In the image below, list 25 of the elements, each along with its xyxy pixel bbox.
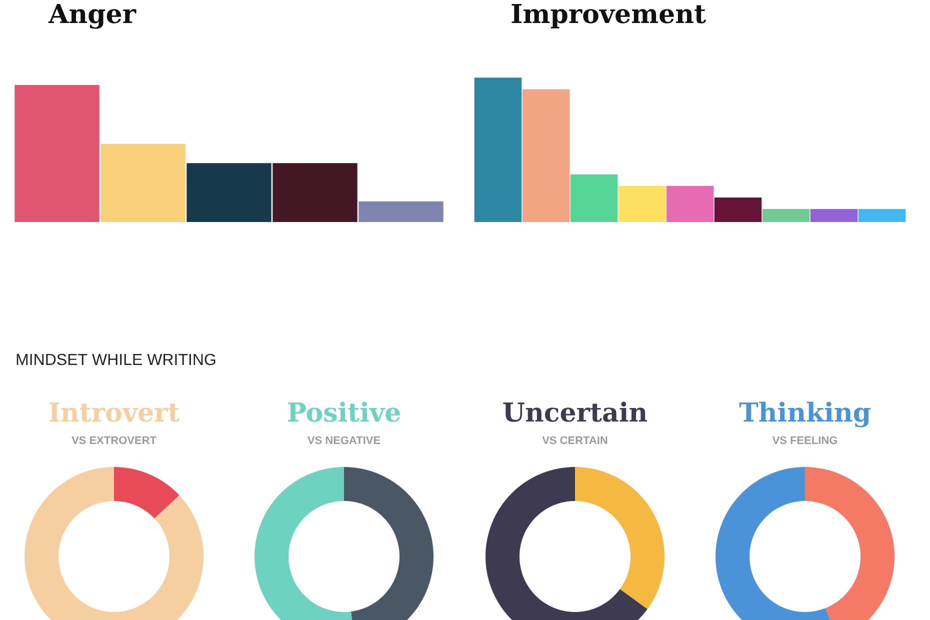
bar <box>522 89 570 222</box>
bar <box>358 201 444 222</box>
bar <box>100 144 186 222</box>
bar <box>666 186 714 222</box>
bar <box>570 174 618 222</box>
chart-title: Uncertain <box>503 402 648 422</box>
chart-title: Anger <box>48 4 136 29</box>
text: MINDSET WHILE WRITING <box>16 354 216 366</box>
bar <box>762 209 810 222</box>
bar <box>272 163 358 222</box>
bar <box>186 163 272 222</box>
bar <box>714 197 762 222</box>
chart-subtitle: VS EXTROVERT <box>72 436 156 444</box>
chart-title: Thinking <box>739 402 870 428</box>
bar <box>474 78 522 222</box>
chart-subtitle: VS CERTAIN <box>542 436 608 444</box>
chart-subtitle: VS FEELING <box>772 436 838 444</box>
bar <box>618 186 666 222</box>
bar <box>858 209 906 222</box>
bar <box>810 209 858 222</box>
chart-title: Improvement <box>512 4 706 28</box>
chart-title: Introvert <box>49 402 180 422</box>
chart-subtitle: VS NEGATIVE <box>308 436 380 444</box>
bar <box>14 84 100 222</box>
chart-title: Positive <box>288 402 400 422</box>
